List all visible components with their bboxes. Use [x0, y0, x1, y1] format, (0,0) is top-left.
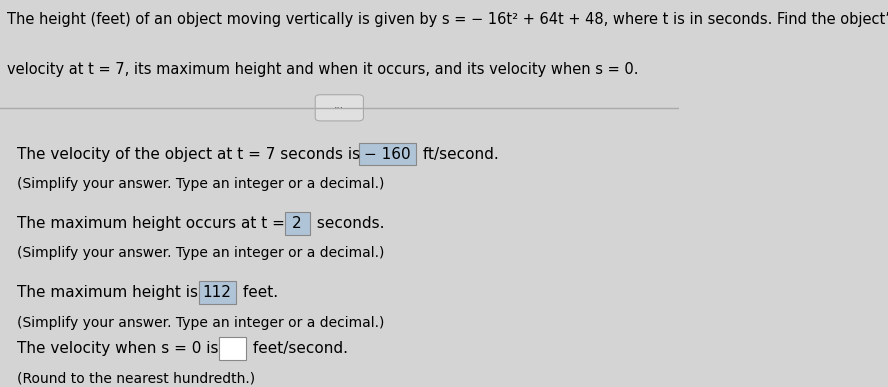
Text: (Simplify your answer. Type an integer or a decimal.): (Simplify your answer. Type an integer o… — [17, 177, 385, 191]
Text: The velocity of the object at t = 7 seconds is: The velocity of the object at t = 7 seco… — [17, 147, 365, 161]
Text: 2: 2 — [292, 216, 302, 231]
Text: (Round to the nearest hundredth.): (Round to the nearest hundredth.) — [17, 372, 255, 385]
Text: The velocity when s = 0 is: The velocity when s = 0 is — [17, 341, 224, 356]
Text: feet/second.: feet/second. — [249, 341, 348, 356]
Text: The maximum height is: The maximum height is — [17, 285, 202, 300]
Text: feet.: feet. — [238, 285, 278, 300]
Text: (Simplify your answer. Type an integer or a decimal.): (Simplify your answer. Type an integer o… — [17, 247, 385, 260]
FancyBboxPatch shape — [315, 95, 363, 121]
Text: velocity at t = 7, its maximum height and when it occurs, and its velocity when : velocity at t = 7, its maximum height an… — [7, 62, 638, 77]
FancyBboxPatch shape — [284, 212, 310, 235]
FancyBboxPatch shape — [359, 143, 416, 165]
Text: 112: 112 — [202, 285, 232, 300]
FancyBboxPatch shape — [0, 0, 678, 108]
Text: ···: ··· — [334, 103, 345, 113]
FancyBboxPatch shape — [219, 337, 246, 360]
Text: The maximum height occurs at t =: The maximum height occurs at t = — [17, 216, 289, 231]
FancyBboxPatch shape — [199, 281, 235, 304]
Text: − 160: − 160 — [364, 147, 410, 161]
Text: seconds.: seconds. — [312, 216, 385, 231]
Text: The height (feet) of an object moving vertically is given by s = − 16t² + 64t + : The height (feet) of an object moving ve… — [7, 12, 888, 27]
Text: ft/second.: ft/second. — [418, 147, 498, 161]
Text: (Simplify your answer. Type an integer or a decimal.): (Simplify your answer. Type an integer o… — [17, 316, 385, 330]
